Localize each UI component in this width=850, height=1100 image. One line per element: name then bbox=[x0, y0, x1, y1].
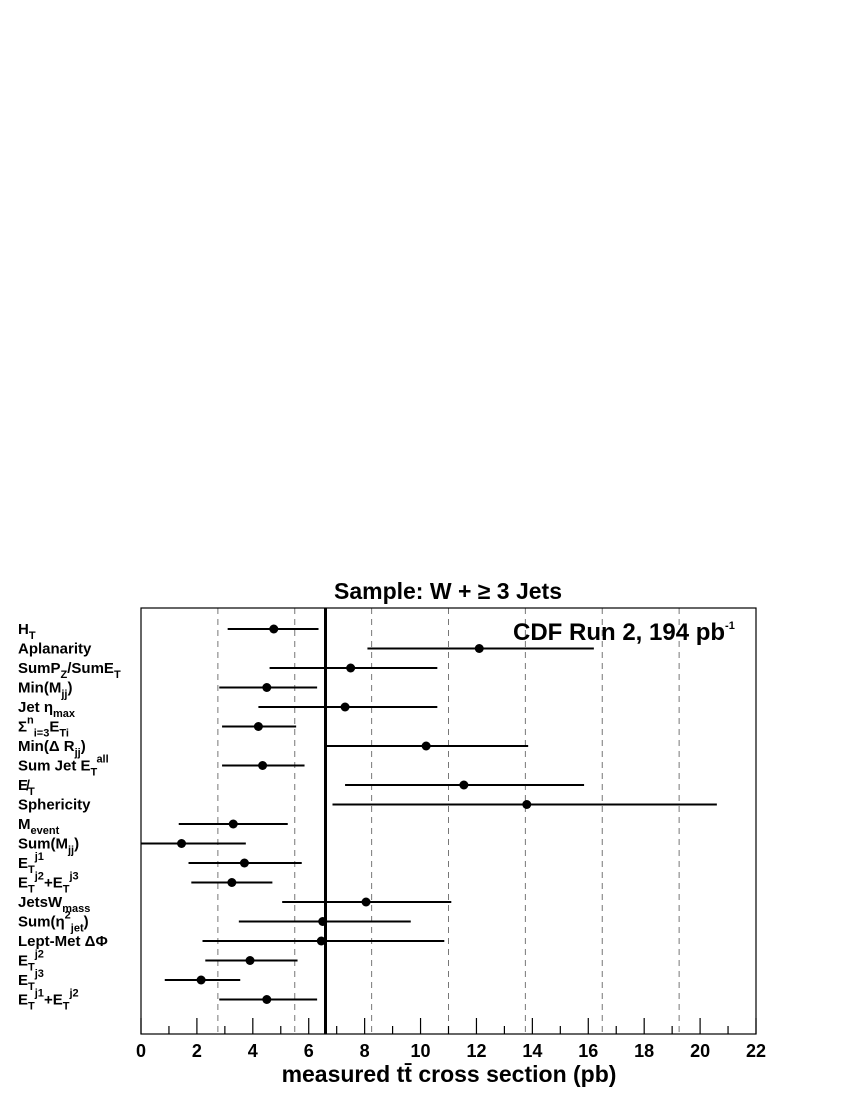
category-label-4: Jet ηmax bbox=[18, 699, 76, 720]
data-point-7 bbox=[258, 761, 268, 770]
category-label-19: ETj1+ETj2 bbox=[18, 988, 79, 1013]
category-label-6: Min(Δ Rjj) bbox=[18, 738, 86, 759]
annotation: CDF Run 2, 194 pb-1 bbox=[513, 619, 735, 646]
x-tick-label-2: 2 bbox=[192, 1041, 202, 1061]
category-label-3: Min(Mjj) bbox=[18, 680, 72, 701]
category-label-9: Sphericity bbox=[18, 797, 91, 814]
category-label-5: Σni=3ETi bbox=[18, 715, 69, 740]
category-label-17: ETj2 bbox=[18, 949, 44, 974]
data-point-15 bbox=[318, 917, 328, 926]
x-tick-label-4: 4 bbox=[248, 1041, 258, 1061]
data-point-11 bbox=[177, 839, 187, 848]
data-point-9 bbox=[522, 800, 532, 809]
category-label-1: Aplanarity bbox=[18, 641, 92, 658]
data-point-5 bbox=[253, 722, 263, 731]
category-label-16: Lept-Met ΔΦ bbox=[18, 933, 108, 950]
x-tick-label-10: 10 bbox=[411, 1041, 431, 1061]
data-point-17 bbox=[245, 956, 255, 965]
data-point-19 bbox=[262, 995, 272, 1004]
x-tick-label-0: 0 bbox=[136, 1041, 146, 1061]
data-point-16 bbox=[316, 936, 326, 946]
data-point-3 bbox=[262, 683, 272, 692]
chart-title: Sample: W + ≥ 3 Jets bbox=[334, 578, 562, 604]
x-tick-label-14: 14 bbox=[522, 1041, 542, 1061]
category-label-7: Sum Jet ETall bbox=[18, 754, 109, 779]
category-label-10: Mevent bbox=[18, 816, 60, 837]
category-label-8: E̸T bbox=[18, 777, 35, 798]
data-point-6 bbox=[421, 741, 431, 751]
data-point-2 bbox=[346, 663, 356, 673]
x-tick-label-16: 16 bbox=[578, 1041, 598, 1061]
x-tick-label-8: 8 bbox=[360, 1041, 370, 1061]
category-label-15: Sum(η2jet) bbox=[18, 910, 89, 935]
category-label-12: ETj1 bbox=[18, 851, 44, 876]
data-point-1 bbox=[474, 644, 484, 653]
x-tick-label-12: 12 bbox=[466, 1041, 486, 1061]
data-point-10 bbox=[228, 819, 238, 829]
x-tick-label-18: 18 bbox=[634, 1041, 654, 1061]
x-tick-label-22: 22 bbox=[746, 1041, 766, 1061]
data-point-8 bbox=[459, 780, 469, 790]
category-label-18: ETj3 bbox=[18, 968, 44, 993]
category-label-11: Sum(Mjj) bbox=[18, 836, 79, 857]
category-label-2: SumPZ/SumET bbox=[18, 660, 121, 681]
data-point-4 bbox=[340, 702, 350, 712]
x-tick-label-6: 6 bbox=[304, 1041, 314, 1061]
x-axis-label: measured tt̄ cross section (pb) bbox=[282, 1061, 617, 1087]
data-point-0 bbox=[269, 624, 279, 634]
category-label-13: ETj2+ETj3 bbox=[18, 871, 79, 896]
data-point-12 bbox=[239, 858, 249, 868]
data-point-13 bbox=[227, 878, 237, 887]
category-label-0: HT bbox=[18, 621, 36, 642]
data-point-18 bbox=[196, 975, 206, 985]
category-label-14: JetsWmass bbox=[18, 894, 90, 915]
x-tick-label-20: 20 bbox=[690, 1041, 710, 1061]
data-point-14 bbox=[361, 897, 371, 907]
